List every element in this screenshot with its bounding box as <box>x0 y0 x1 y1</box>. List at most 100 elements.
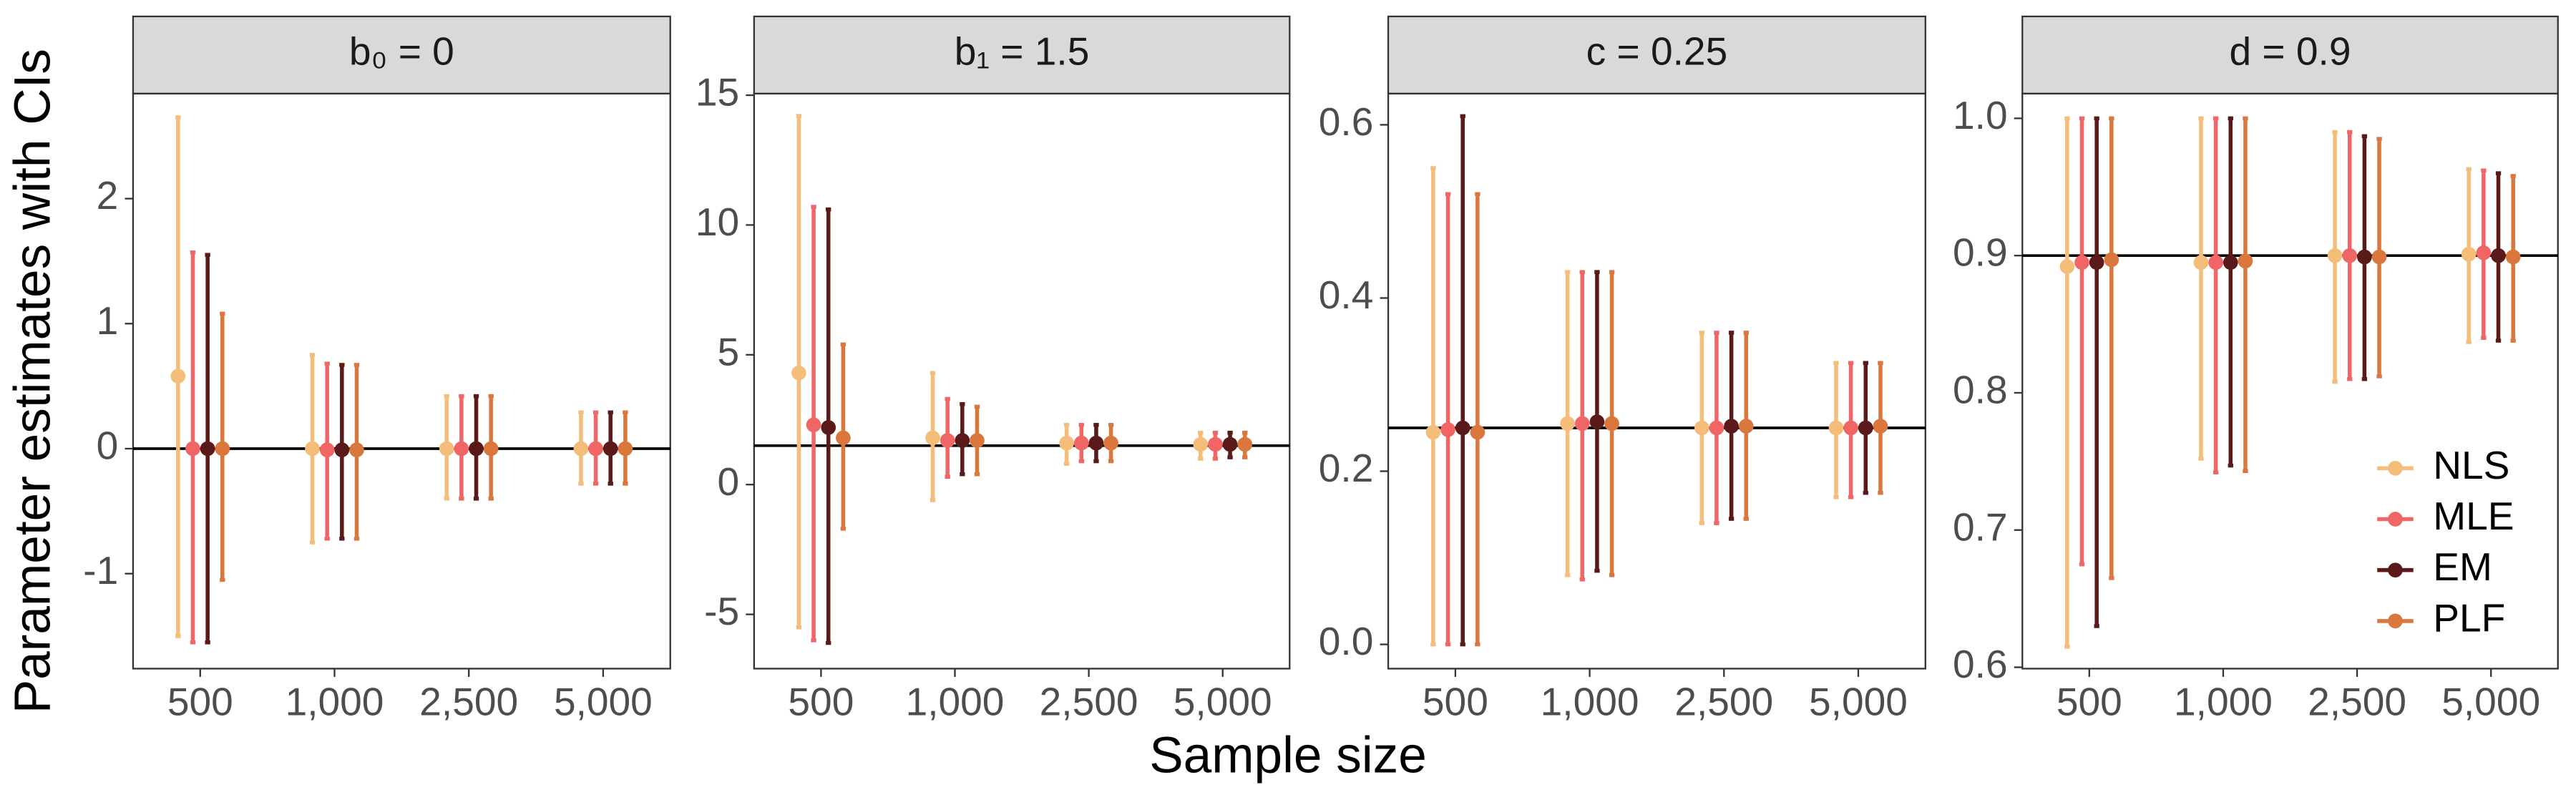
x-tick-label: 500 <box>1423 680 1488 724</box>
point <box>1073 435 1089 451</box>
point <box>2104 252 2119 268</box>
point <box>305 441 320 457</box>
error-bar <box>2109 116 2114 580</box>
point <box>1455 420 1470 436</box>
point <box>1709 420 1724 436</box>
point <box>2461 246 2477 262</box>
y-tick-label: 0 <box>718 459 740 504</box>
series-group <box>821 207 1238 645</box>
y-tick-label: 0 <box>97 424 119 468</box>
x-tick-label: 5,000 <box>2441 680 2540 724</box>
point <box>1088 435 1104 451</box>
series-group <box>1425 166 1844 647</box>
facet-title: b₁ = 1.5 <box>955 29 1090 73</box>
series-group <box>1440 192 1858 647</box>
panel <box>753 92 1291 670</box>
legend-label: MLE <box>2433 494 2514 538</box>
y-tick-label: 0.8 <box>1953 368 2008 412</box>
y-tick-label: 5 <box>718 329 740 374</box>
point <box>1470 424 1485 440</box>
point <box>970 433 985 448</box>
x-tick-label: 2,500 <box>419 680 518 724</box>
x-tick-label: 1,000 <box>1541 680 1639 724</box>
point <box>483 441 499 457</box>
error-bar <box>2094 116 2099 628</box>
strip <box>1387 15 1926 95</box>
point <box>2371 249 2387 265</box>
x-tick-label: 2,500 <box>1674 680 1773 724</box>
series-group <box>1470 192 1888 647</box>
error-bar <box>1475 192 1480 647</box>
y-tick-label: 10 <box>696 200 739 244</box>
point <box>2074 255 2089 270</box>
series-group <box>836 342 1253 531</box>
x-tick-label: 500 <box>2057 680 2122 724</box>
legend-point <box>2388 613 2403 629</box>
point <box>602 441 618 457</box>
x-tick-label: 5,000 <box>554 680 653 724</box>
error-bar <box>1445 192 1451 647</box>
point <box>1858 420 1873 436</box>
series-group <box>806 205 1223 643</box>
point <box>319 442 335 458</box>
legend-label: EM <box>2433 545 2492 589</box>
point <box>2193 255 2209 270</box>
point <box>1425 424 1441 440</box>
point <box>2208 255 2223 270</box>
series-group <box>2074 116 2492 567</box>
point <box>185 441 200 457</box>
point <box>1843 420 1858 436</box>
point <box>2089 255 2104 270</box>
series-group <box>170 115 589 638</box>
point <box>1604 416 1619 431</box>
y-tick-label: 0.7 <box>1953 504 2008 549</box>
x-tick-label: 500 <box>167 680 233 724</box>
error-bar <box>2079 116 2085 567</box>
x-tick-label: 1,000 <box>286 680 384 724</box>
point <box>1589 414 1605 429</box>
strip <box>2021 15 2559 95</box>
y-tick-label: -5 <box>704 589 739 633</box>
legend-point <box>2388 512 2403 527</box>
error-bar <box>1430 166 1436 647</box>
y-tick-label: 0.4 <box>1319 273 1374 317</box>
strip <box>753 15 1291 95</box>
point <box>618 441 633 457</box>
series-group <box>791 114 1209 630</box>
point <box>2238 253 2253 269</box>
x-axis-title: Sample size <box>1149 728 1427 784</box>
point <box>925 430 940 446</box>
error-bar <box>2243 116 2248 474</box>
y-axis-title: Parameter estimates with CIs <box>4 49 61 713</box>
point <box>439 441 454 457</box>
point <box>215 441 230 457</box>
point <box>955 433 970 448</box>
facet-title: b₀ = 0 <box>349 29 454 73</box>
legend-point <box>2388 562 2403 578</box>
y-tick-label: 0.0 <box>1319 619 1374 663</box>
point <box>1440 422 1455 437</box>
point <box>1193 436 1209 452</box>
point <box>170 369 186 384</box>
legend-label: PLF <box>2433 595 2505 640</box>
x-tick-label: 1,000 <box>2174 680 2273 724</box>
point <box>588 441 603 457</box>
point <box>1574 416 1590 431</box>
x-tick-label: 5,000 <box>1174 680 1272 724</box>
point <box>791 365 806 381</box>
point <box>1694 420 1709 436</box>
point <box>1222 436 1238 452</box>
point <box>2059 259 2075 274</box>
facet-title: d = 0.9 <box>2229 29 2351 73</box>
point <box>2357 249 2372 265</box>
y-tick-label: -1 <box>83 548 118 592</box>
series-group <box>2059 116 2477 649</box>
point <box>2476 245 2492 260</box>
point <box>2491 248 2506 263</box>
series-group <box>1455 114 1873 647</box>
x-tick-label: 500 <box>788 680 854 724</box>
legend-point <box>2388 461 2403 476</box>
y-tick-label: 2 <box>97 173 119 218</box>
point <box>1873 419 1888 434</box>
